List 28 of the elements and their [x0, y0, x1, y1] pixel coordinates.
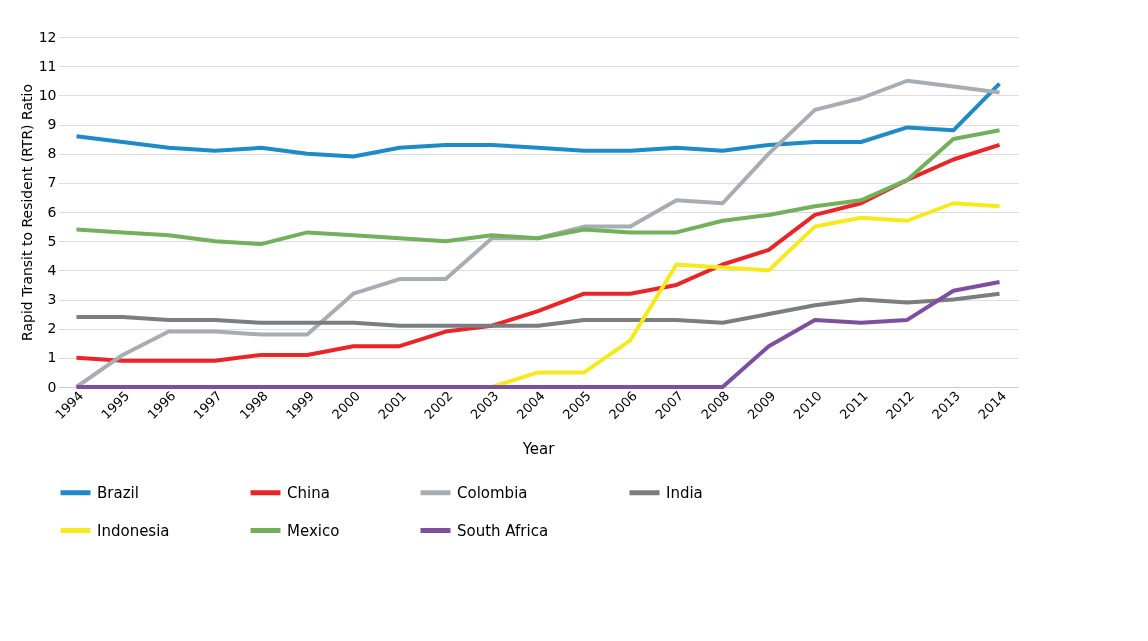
y-tick-label: 9	[47, 116, 57, 132]
y-tick-label: 1	[47, 349, 57, 366]
legend-label: Colombia	[457, 483, 528, 502]
y-tick-label: 7	[47, 174, 57, 191]
x-axis-title: Year	[521, 440, 556, 459]
line-series	[74, 128, 1002, 247]
line-series	[74, 280, 1002, 389]
line-series	[74, 291, 1002, 328]
legend-label: Indonesia	[97, 521, 170, 540]
legend-label: Brazil	[97, 483, 139, 502]
legend-label: Mexico	[287, 521, 340, 540]
y-tick-label: 10	[38, 86, 57, 103]
line-series	[74, 78, 1002, 389]
legend-label: India	[666, 483, 703, 502]
y-axis-title: Rapid Transit to Resident (RTR) Ratio	[18, 84, 35, 341]
legend-label: China	[287, 483, 330, 502]
y-tick-label: 11	[38, 57, 57, 74]
y-tick-label: 8	[47, 145, 57, 162]
line-series	[74, 81, 1002, 159]
y-tick-label: 6	[47, 203, 57, 220]
y-tick-label: 5	[47, 232, 57, 249]
legend-label: South Africa	[457, 521, 549, 540]
line-series	[74, 142, 1002, 363]
y-tick-label: 0	[47, 378, 57, 395]
y-tick-label: 4	[47, 261, 57, 278]
y-tick-label: 2	[47, 320, 57, 337]
y-tick-label: 12	[38, 28, 57, 45]
y-tick-label: 3	[47, 291, 57, 307]
